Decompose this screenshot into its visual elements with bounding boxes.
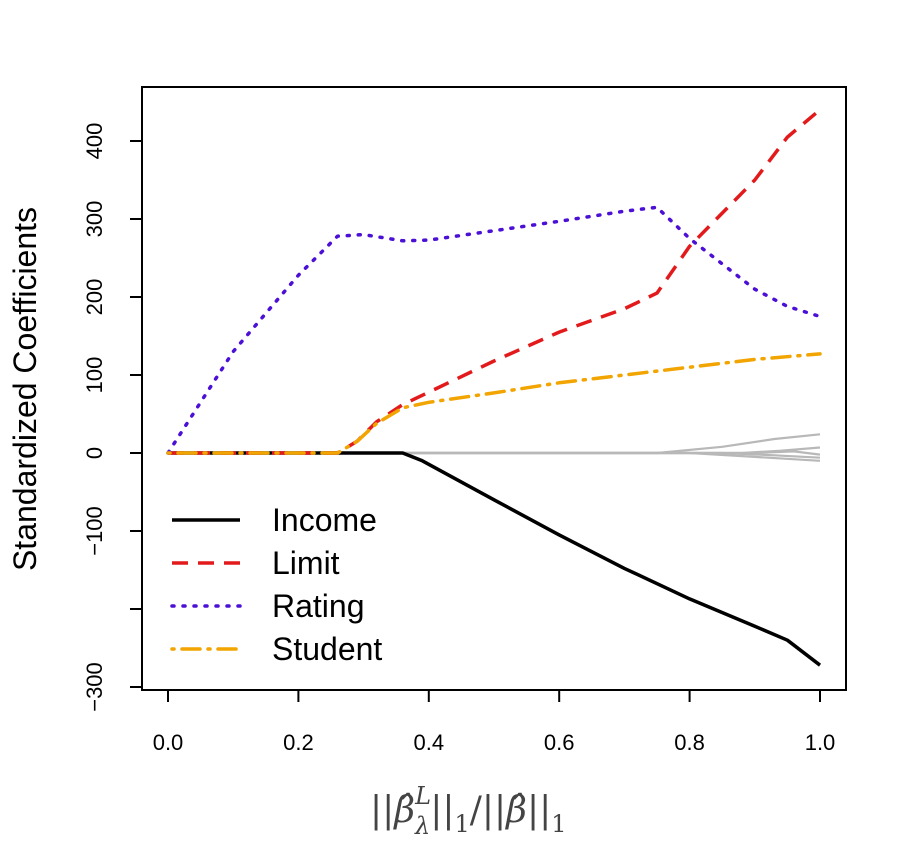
series-layer [166, 108, 822, 667]
y-tick-label: 300 [82, 201, 107, 238]
x-axis-title-beta-2: β̂ [504, 790, 527, 831]
legend-label-income: Income [272, 502, 377, 538]
y-axis-title: Standardized Coefficients [7, 207, 43, 571]
x-axis-title-sub-one-1: 1 [455, 810, 470, 838]
legend-label-limit: Limit [272, 545, 340, 581]
series-line-limit [168, 108, 822, 455]
x-axis-title-bar-1: || [370, 790, 394, 831]
x-axis-title: ||β̂L λ||1/||β̂||1 [370, 782, 567, 840]
series-line-rating [166, 205, 822, 455]
legend-label-student: Student [272, 631, 382, 667]
x-tick-label: 0.2 [283, 730, 314, 755]
y-tick-label: 0 [82, 447, 107, 459]
x-axis: 0.0 0.2 0.4 0.6 0.8 1.0 [153, 689, 836, 755]
x-axis-title-beta-1: β̂ [392, 790, 415, 831]
legend-label-rating: Rating [272, 588, 365, 624]
x-tick-label: 0.4 [414, 730, 445, 755]
y-tick-label: −300 [82, 662, 107, 712]
series-line-income [168, 451, 822, 667]
series-line-student [166, 352, 822, 455]
y-tick-label: 200 [82, 279, 107, 316]
x-tick-label: 1.0 [805, 730, 836, 755]
x-tick-label: 0.8 [674, 730, 705, 755]
x-axis-title-sub-lambda: λ [414, 812, 430, 840]
y-tick-label: 100 [82, 357, 107, 394]
x-axis-title-sub-one-2: 1 [551, 810, 566, 838]
x-axis-title-slash: /|| [470, 790, 506, 831]
y-tick-label: 400 [82, 123, 107, 160]
x-axis-title-bar-3: || [527, 790, 551, 831]
series-line-other-5 [168, 450, 821, 456]
x-tick-label: 0.0 [153, 730, 184, 755]
y-axis: −300 −100 0 100 200 300 400 [82, 123, 143, 712]
plot-frame [141, 86, 847, 691]
y-tick-label: −100 [82, 506, 107, 556]
x-axis-title-bar-2: || [430, 790, 454, 831]
x-tick-label: 0.6 [544, 730, 575, 755]
legend: Income Limit Rating Student [170, 502, 382, 667]
x-axis-title-sup: L [414, 782, 431, 810]
series-line-other-1 [168, 433, 821, 455]
